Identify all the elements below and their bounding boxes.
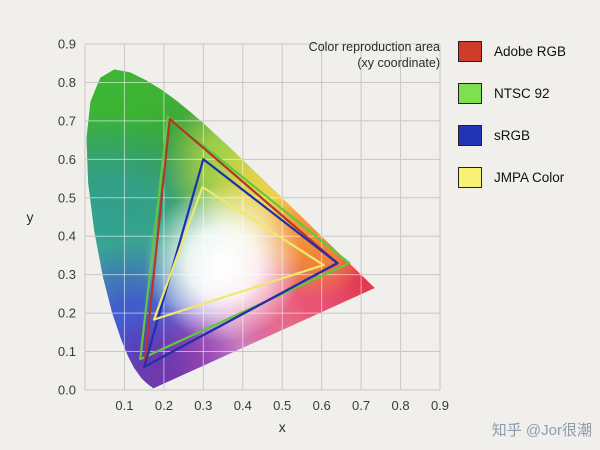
x-tick-label: 0.3	[194, 398, 212, 413]
x-tick-label: 0.9	[431, 398, 449, 413]
gamut-triangle-ntsc-92	[139, 115, 351, 361]
y-tick-label: 0.8	[58, 75, 76, 90]
legend-label-adobe-rgb: Adobe RGB	[494, 44, 567, 59]
chart-title-line1: Color reproduction area	[308, 40, 440, 54]
y-tick-label: 0.9	[58, 37, 76, 52]
x-tick-label: 0.2	[155, 398, 173, 413]
legend-item-ntsc-92: NTSC 92	[458, 83, 566, 104]
legend: Adobe RGB NTSC 92 sRGB JMPA Color	[458, 41, 566, 188]
x-tick-label: 0.1	[115, 398, 133, 413]
x-axis-label: x	[279, 419, 286, 435]
legend-label-ntsc-92: NTSC 92	[494, 86, 550, 101]
x-tick-label: 0.6	[313, 398, 331, 413]
chart-title-line2: (xy coordinate)	[357, 55, 440, 70]
y-tick-label: 0.3	[58, 267, 76, 282]
legend-item-adobe-rgb: Adobe RGB	[458, 41, 566, 62]
y-tick-label: 0.2	[58, 306, 76, 321]
legend-swatch-adobe-rgb	[458, 41, 482, 62]
x-tick-label: 0.8	[392, 398, 410, 413]
legend-swatch-srgb	[458, 125, 482, 146]
legend-item-srgb: sRGB	[458, 125, 566, 146]
y-tick-label: 0.5	[58, 190, 76, 205]
gamut-triangle-jmpa-color	[152, 185, 325, 321]
y-tick-label: 0.0	[58, 383, 76, 398]
watermark: 知乎 @Jor很潮	[491, 422, 592, 439]
y-axis-label: y	[27, 209, 34, 225]
chart-title: Color reproduction area (xy coordinate)	[309, 40, 440, 71]
y-tick-label: 0.4	[58, 229, 76, 244]
x-tick-label: 0.7	[352, 398, 370, 413]
legend-swatch-jmpa-color	[458, 167, 482, 188]
legend-item-jmpa-color: JMPA Color	[458, 167, 566, 188]
y-tick-label: 0.1	[58, 344, 76, 359]
x-tick-label: 0.4	[234, 398, 252, 413]
y-tick-label: 0.6	[58, 152, 76, 167]
x-tick-label: 0.5	[273, 398, 291, 413]
legend-label-jmpa-color: JMPA Color	[494, 170, 565, 185]
y-tick-label: 0.7	[58, 113, 76, 128]
legend-label-srgb: sRGB	[494, 128, 531, 143]
legend-swatch-ntsc-92	[458, 83, 482, 104]
